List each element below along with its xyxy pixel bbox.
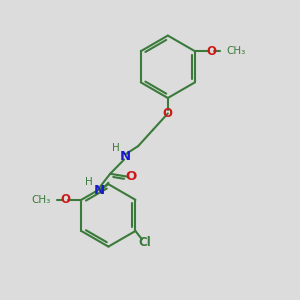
Text: O: O [163,107,173,120]
Text: O: O [125,170,136,183]
Text: CH₃: CH₃ [31,195,50,205]
Text: N: N [120,150,131,163]
Text: Cl: Cl [138,236,151,249]
Text: H: H [112,142,120,153]
Text: O: O [206,45,216,58]
Text: CH₃: CH₃ [227,46,246,56]
Text: N: N [94,184,105,196]
Text: H: H [85,177,93,187]
Text: O: O [60,193,70,206]
